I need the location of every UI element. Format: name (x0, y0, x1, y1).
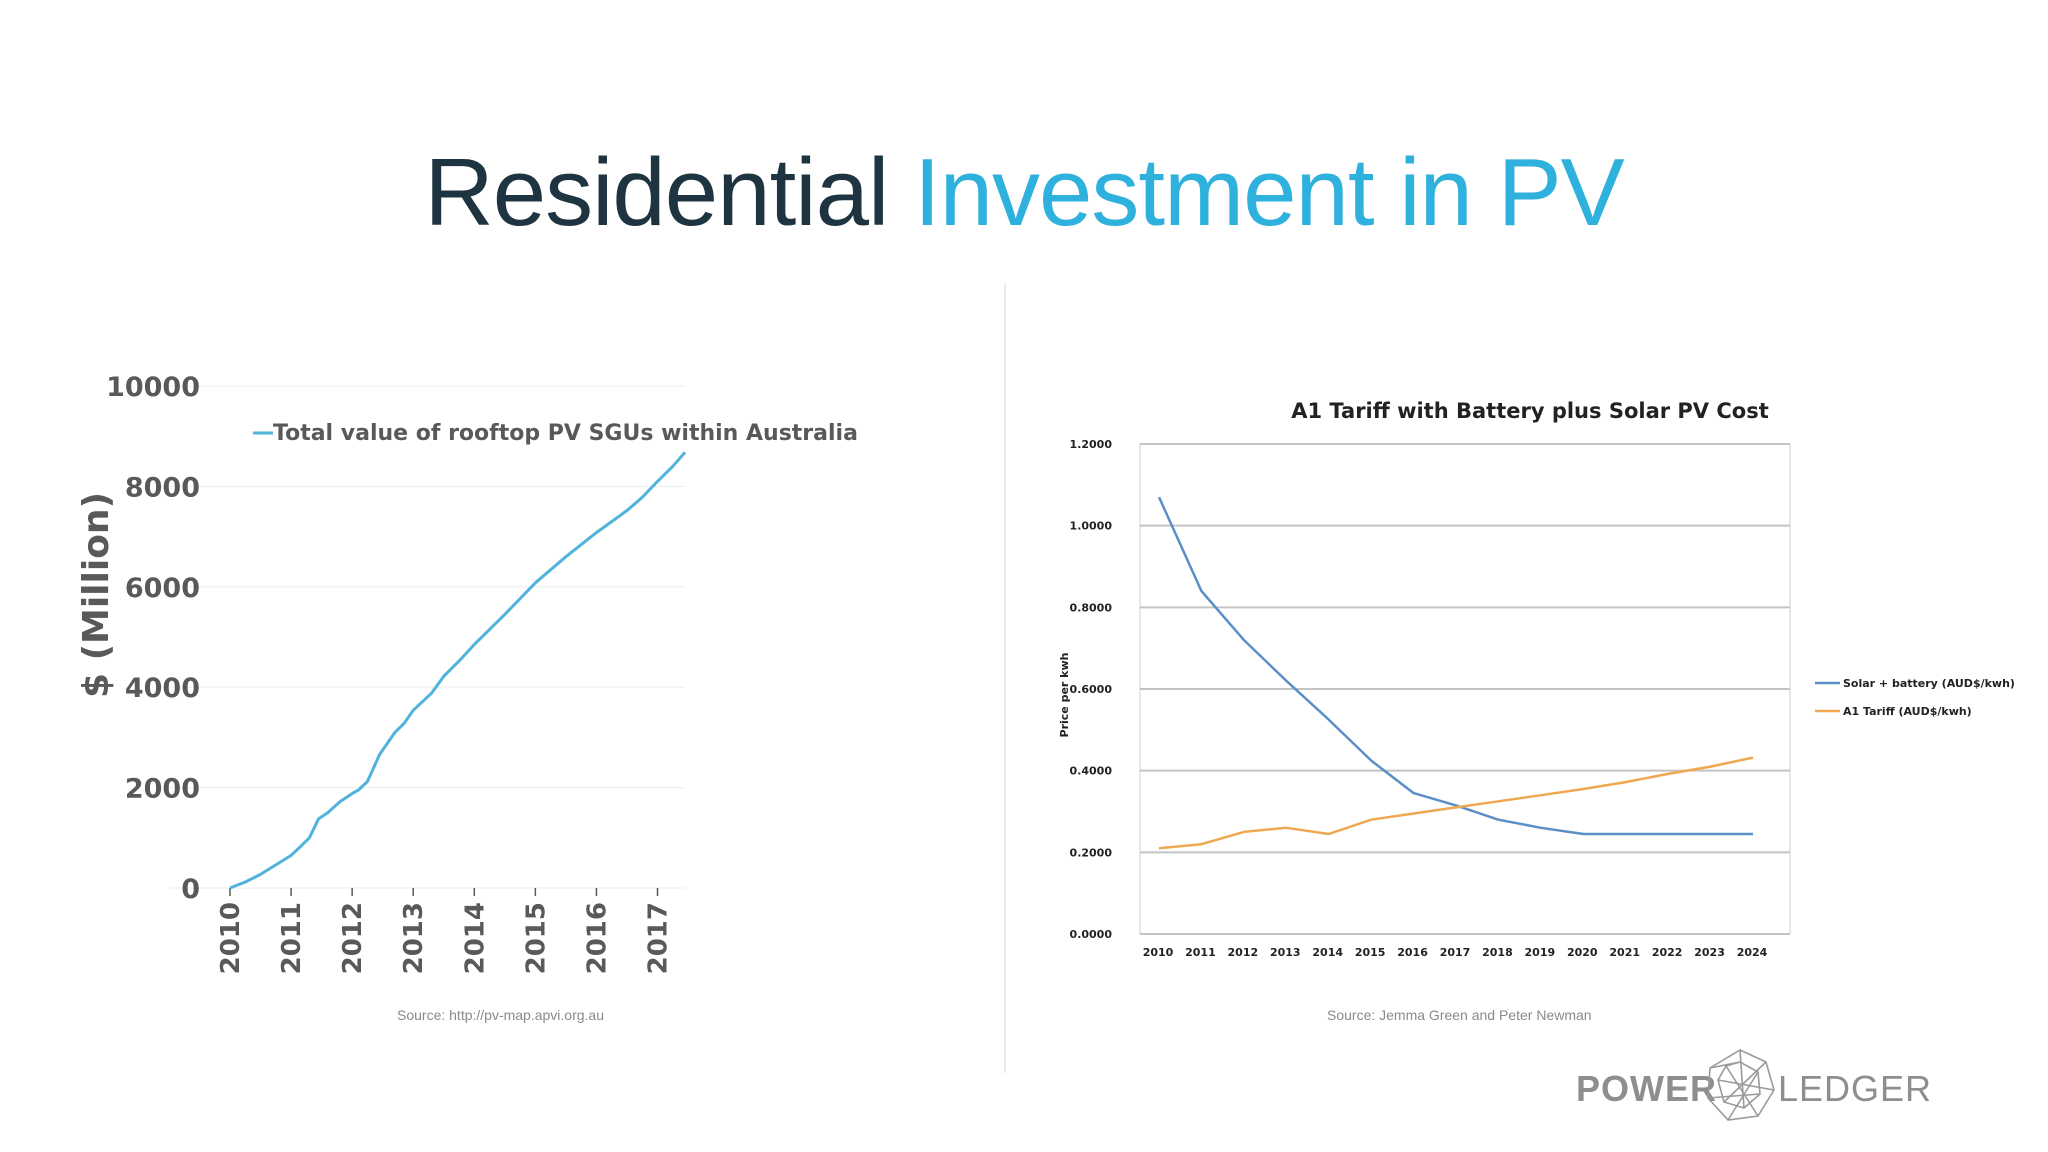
logo-power-text: POWER (1576, 1068, 1718, 1109)
left-x-tick-label: 2017 (644, 902, 674, 974)
right-x-tick-label: 2011 (1185, 946, 1216, 959)
right-x-tick-label: 2024 (1737, 946, 1768, 959)
title-part-light: Investment in PV (913, 139, 1625, 246)
right-y-tick-label: 1.2000 (1070, 438, 1113, 451)
left-x-tick-label: 2010 (216, 902, 246, 974)
right-x-tick-label: 2014 (1312, 946, 1343, 959)
right-chart-grid (1139, 443, 1791, 935)
logo-ledger-text: LEDGER (1778, 1068, 1933, 1109)
left-chart-grid (170, 385, 685, 889)
right-y-tick-label: 0.8000 (1070, 601, 1113, 614)
right-x-tick-label: 2022 (1652, 946, 1683, 959)
series-line-solar-battery (1157, 496, 1753, 836)
right-chart-title: A1 Tariff with Battery plus Solar PV Cos… (1291, 399, 1769, 423)
left-x-tick-label: 2013 (399, 902, 429, 974)
left-y-tick-label: 4000 (125, 673, 200, 704)
right-x-tick-label: 2010 (1143, 946, 1174, 959)
right-y-tick-label: 1.0000 (1070, 520, 1113, 533)
left-x-tick-label: 2011 (277, 902, 307, 974)
right-x-tick-label: 2016 (1397, 946, 1428, 959)
right-chart-x-ticks: 2010 2011 2012 2013 2014 2015 2016 2017 2018 2019… (1143, 946, 1768, 959)
right-x-tick-label: 2015 (1355, 946, 1386, 959)
right-x-tick-label: 2018 (1482, 946, 1513, 959)
right-x-tick-label: 2020 (1567, 946, 1598, 959)
series-line-a1-tariff (1158, 756, 1754, 850)
left-legend-label: Total value of rooftop PV SGUs within Au… (273, 421, 858, 446)
left-chart-x-ticks: 2010 2011 2012 2013 2014 2015 2016 2017 (216, 888, 674, 974)
right-x-tick-label: 2019 (1525, 946, 1556, 959)
right-chart-series-group (1157, 496, 1754, 850)
right-chart: A1 Tariff with Battery plus Solar PV Cos… (1058, 399, 2015, 959)
series-line-rooftop-pv (229, 451, 687, 890)
left-x-tick-label: 2015 (521, 902, 551, 974)
left-y-tick-label: 10000 (106, 372, 200, 403)
right-x-tick-label: 2017 (1440, 946, 1471, 959)
left-y-tick-label: 8000 (125, 472, 200, 503)
right-y-tick-label: 0.4000 (1070, 765, 1113, 778)
legend-label-a1-tariff: A1 Tariff (AUD$/kwh) (1843, 705, 1972, 718)
logo-mark-icon (1707, 1049, 1775, 1121)
slide-title: Residential Investment in PV (0, 138, 2048, 248)
right-y-tick-label: 0.0000 (1070, 928, 1113, 941)
left-chart-source: Source: http://pv-map.apvi.org.au (397, 1007, 604, 1023)
right-y-tick-label: 0.2000 (1070, 846, 1113, 859)
legend-label-solar-battery: Solar + battery (AUD$/kwh) (1843, 677, 2015, 690)
right-x-tick-label: 2013 (1270, 946, 1301, 959)
right-x-tick-label: 2012 (1228, 946, 1259, 959)
left-chart-y-axis-label: $ (Million) (76, 492, 117, 698)
left-x-tick-label: 2016 (582, 902, 612, 974)
left-x-tick-label: 2012 (338, 902, 368, 974)
right-x-tick-label: 2023 (1694, 946, 1725, 959)
title-part-dark: Residential (424, 139, 914, 246)
left-y-tick-label: 0 (181, 874, 200, 905)
left-chart-series-group (229, 451, 687, 890)
right-x-tick-label: 2021 (1609, 946, 1640, 959)
left-x-tick-label: 2014 (460, 902, 490, 974)
left-chart-legend: Total value of rooftop PV SGUs within Au… (253, 421, 858, 446)
right-chart-legend: Solar + battery (AUD$/kwh) A1 Tariff (AU… (1815, 677, 2015, 718)
divider (1004, 283, 1006, 1073)
right-chart-y-ticks: 1.2000 1.0000 0.8000 0.6000 0.4000 0.2000 0.00… (1070, 438, 1113, 941)
left-y-tick-label: 6000 (125, 573, 200, 604)
right-y-tick-label: 0.6000 (1070, 683, 1113, 696)
right-chart-source: Source: Jemma Green and Peter Newman (1327, 1007, 1592, 1023)
right-chart-y-axis-label: Price per kwh (1058, 653, 1071, 738)
left-y-tick-label: 2000 (125, 774, 200, 805)
left-chart-y-ticks: 10000 8000 6000 4000 2000 0 (106, 372, 200, 905)
